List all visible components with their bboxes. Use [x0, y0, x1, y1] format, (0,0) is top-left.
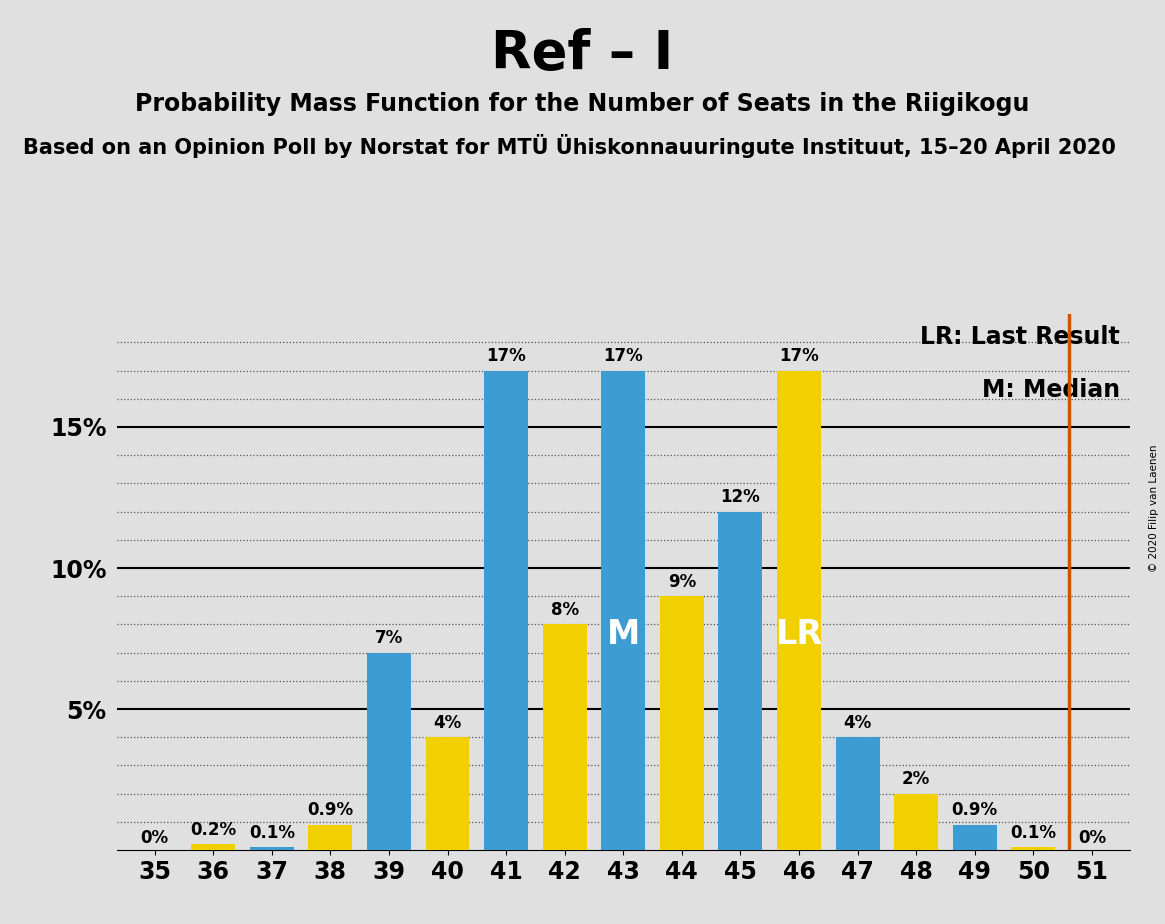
- Text: 0%: 0%: [1078, 829, 1106, 847]
- Text: 9%: 9%: [668, 573, 696, 590]
- Bar: [659, 596, 704, 850]
- Bar: [601, 371, 645, 850]
- Bar: [953, 825, 997, 850]
- Text: 7%: 7%: [375, 629, 403, 647]
- Text: Ref – I: Ref – I: [492, 28, 673, 79]
- Bar: [1011, 847, 1055, 850]
- Bar: [309, 825, 352, 850]
- Text: 17%: 17%: [779, 346, 819, 365]
- Text: M: Median: M: Median: [982, 379, 1120, 403]
- Bar: [485, 371, 528, 850]
- Text: 17%: 17%: [486, 346, 525, 365]
- Text: 12%: 12%: [721, 488, 761, 506]
- Text: 0.1%: 0.1%: [1010, 823, 1057, 842]
- Text: M: M: [607, 618, 640, 650]
- Bar: [835, 737, 880, 850]
- Bar: [191, 845, 235, 850]
- Text: 0.1%: 0.1%: [249, 823, 295, 842]
- Text: LR: Last Result: LR: Last Result: [920, 325, 1120, 349]
- Bar: [367, 652, 411, 850]
- Text: 2%: 2%: [902, 770, 931, 788]
- Text: 4%: 4%: [843, 713, 871, 732]
- Text: © 2020 Filip van Laenen: © 2020 Filip van Laenen: [1149, 444, 1159, 572]
- Text: 0%: 0%: [141, 829, 169, 847]
- Bar: [425, 737, 469, 850]
- Text: 4%: 4%: [433, 713, 461, 732]
- Text: 0.9%: 0.9%: [952, 801, 998, 819]
- Text: 0.2%: 0.2%: [190, 821, 236, 839]
- Text: 17%: 17%: [603, 346, 643, 365]
- Text: 8%: 8%: [551, 601, 579, 619]
- Bar: [543, 625, 587, 850]
- Bar: [777, 371, 821, 850]
- Bar: [895, 794, 938, 850]
- Text: Based on an Opinion Poll by Norstat for MTÜ Ühiskonnauuringute Instituut, 15–20 : Based on an Opinion Poll by Norstat for …: [23, 134, 1116, 158]
- Text: LR: LR: [776, 618, 822, 650]
- Bar: [719, 512, 762, 850]
- Bar: [249, 847, 294, 850]
- Text: 0.9%: 0.9%: [308, 801, 353, 819]
- Text: Probability Mass Function for the Number of Seats in the Riigikogu: Probability Mass Function for the Number…: [135, 92, 1030, 116]
